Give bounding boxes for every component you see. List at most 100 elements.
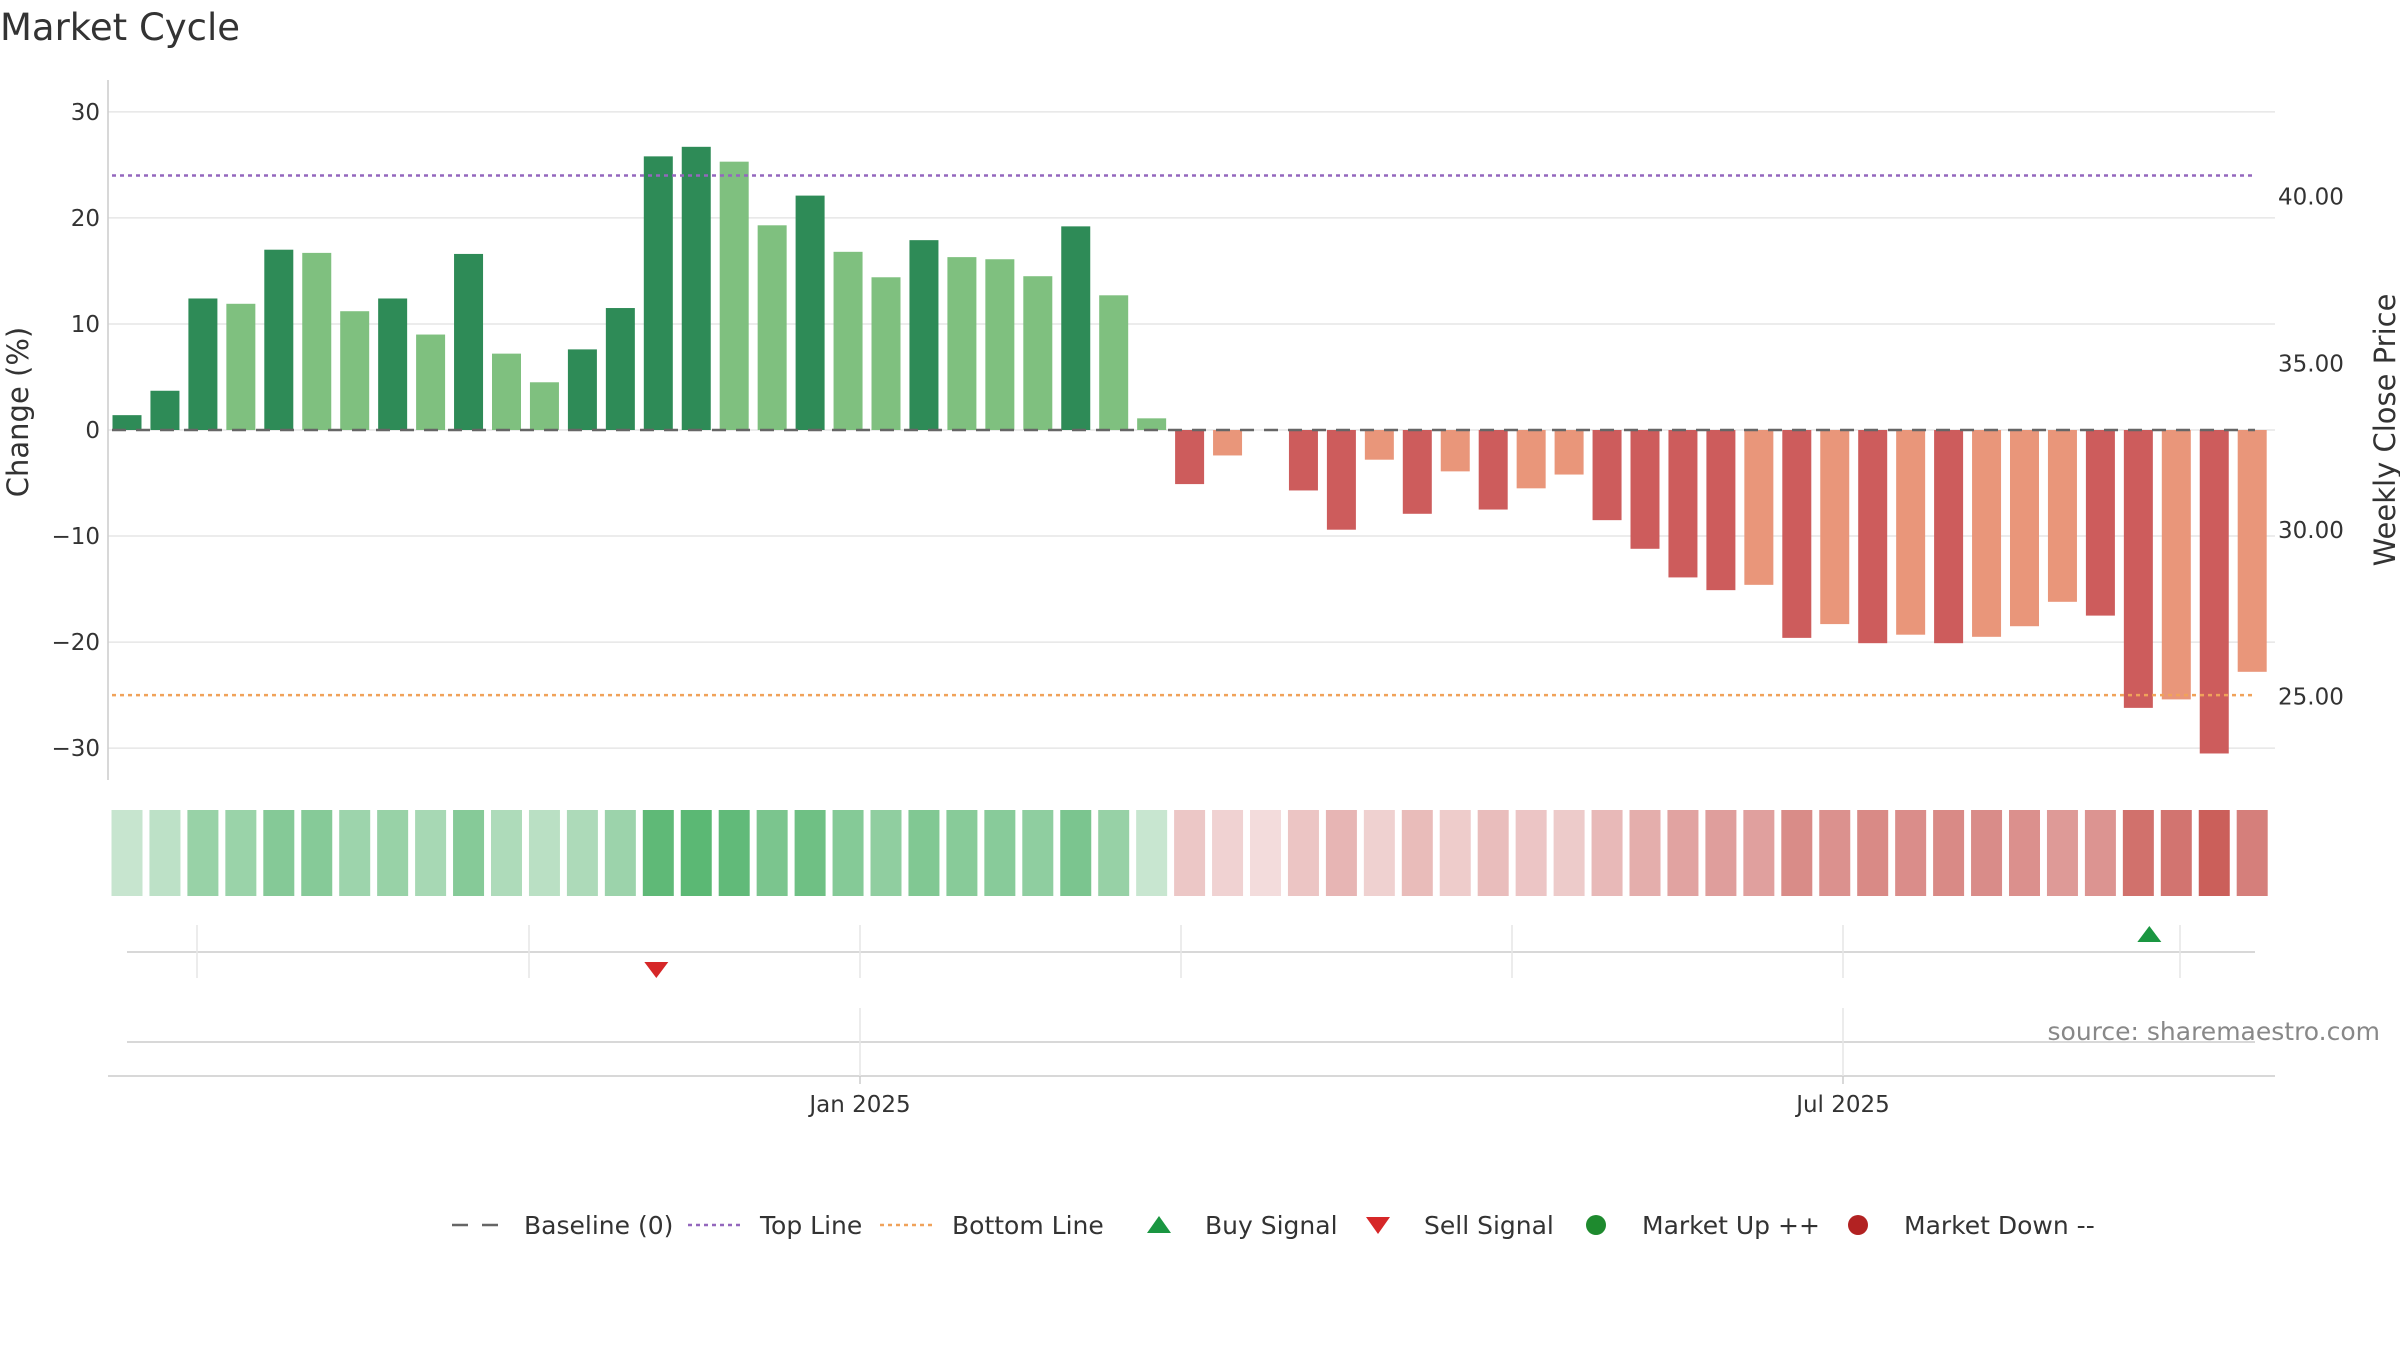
heat-cell [1477,810,1509,896]
heat-cell [453,810,485,896]
legend-label: Baseline (0) [524,1211,673,1240]
signal-track [127,925,2255,978]
bar [1858,430,1888,644]
x-axis: Jan 2025 Jul 2025 [108,1008,2275,1118]
legend-label: Buy Signal [1205,1211,1338,1240]
legend-swatch [1147,1216,1171,1233]
bar [492,353,521,430]
heat-cell [946,810,978,896]
heat-cell [1212,810,1244,896]
bar [1934,430,1964,644]
heat-cell [2160,810,2192,896]
y2-axis-label: Weekly Close Price [2368,294,2400,567]
bar [378,298,408,430]
bar [1364,430,1394,460]
y-tick-label: 10 [71,312,100,338]
bar [1630,430,1660,549]
heat-cell [680,810,712,896]
heat-cell [2009,810,2040,896]
legend-item: Baseline (0) [452,1211,673,1240]
bar [947,257,977,430]
bar [416,334,446,430]
legend-label: Sell Signal [1424,1211,1554,1240]
heat-cell [1174,810,1206,896]
bar [1516,430,1546,489]
legend-swatch [1586,1215,1606,1235]
legend-item: Market Down -- [1848,1211,2095,1240]
bar [1023,276,1053,430]
buy-signal-marker [2137,926,2162,942]
bar [150,390,180,430]
heat-cell [187,810,219,896]
bar [1478,430,1508,510]
heat-strip [111,810,2268,896]
bar [1440,430,1470,472]
heat-cell [1098,810,1130,896]
y-tick-label: 0 [85,418,100,444]
reference-lines [112,174,2255,697]
bar [2085,430,2115,616]
bar [1782,430,1812,638]
heat-cell [1781,810,1813,896]
legend-label: Market Up ++ [1642,1211,1820,1240]
y-tick-label: −10 [51,524,100,550]
heat-cell [642,810,674,896]
y-axis-label: Change (%) [1,327,35,497]
bar [188,298,218,430]
heat-cell [1363,810,1395,896]
heat-cell [1895,810,1927,896]
bar [1061,226,1091,430]
legend-swatch [1366,1217,1390,1234]
heat-cell [1667,810,1699,896]
heat-cell [528,810,560,896]
bar [529,382,559,430]
legend-item: Market Up ++ [1586,1211,1820,1240]
heat-cell [1629,810,1661,896]
source-note: source: sharemaestro.com [2048,1017,2381,1046]
heat-cell [2198,810,2230,896]
bar [1288,430,1318,491]
y2-tick-label: 30.00 [2278,518,2344,544]
heat-cell [756,810,788,896]
bar [2123,430,2153,708]
y-axis-right: 40.00 35.00 30.00 25.00 [2278,185,2344,711]
heat-cell [263,810,295,896]
heat-cell [1325,810,1357,896]
sell-signal-marker [644,962,669,978]
bar [1744,430,1774,585]
bar [605,308,635,430]
heat-cell [1857,810,1889,896]
bar [2161,430,2191,700]
bar [2047,430,2077,602]
heat-cell [1933,810,1965,896]
legend: Baseline (0) Top Line Bottom Line Buy Signa… [452,1211,2095,1240]
heat-cell [2122,810,2154,896]
y-tick-label: 20 [71,206,100,232]
bar [985,259,1015,430]
bar [1099,295,1129,430]
heat-cell [1591,810,1623,896]
bar [1402,430,1432,514]
heat-cell [1705,810,1737,896]
bar [2237,430,2267,672]
heat-cell [301,810,333,896]
heat-cell [1819,810,1851,896]
heat-cell [1401,810,1433,896]
heat-cell [566,810,598,896]
heat-cell [984,810,1016,896]
heat-cell [1250,810,1281,896]
heat-cell [908,810,940,896]
x-tick-label: Jan 2025 [807,1092,910,1118]
heat-cell [225,810,257,896]
legend-item: Top Line [688,1211,862,1240]
heat-cell [111,810,143,896]
bar [1554,430,1584,475]
legend-item: Sell Signal [1366,1211,1554,1240]
bar [757,225,787,430]
bar [2010,430,2039,627]
bar [1668,430,1698,578]
bar [567,349,597,430]
bar [1592,430,1622,521]
bars-group [112,146,2267,754]
bar [454,253,484,430]
